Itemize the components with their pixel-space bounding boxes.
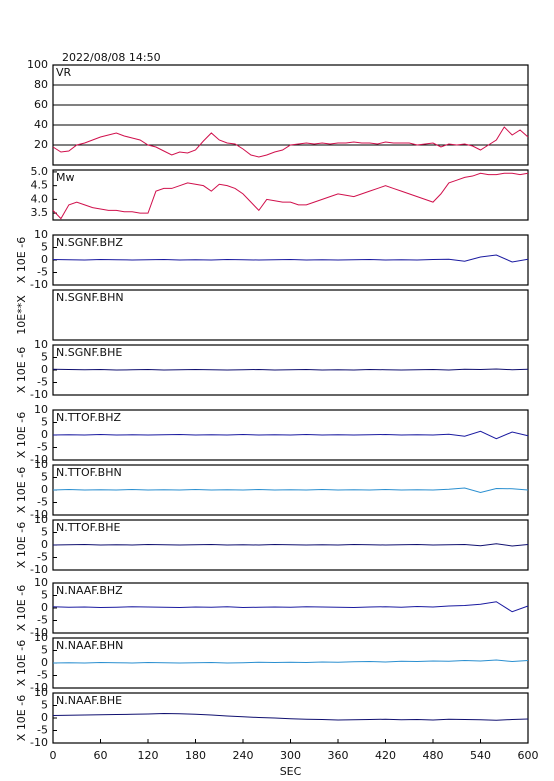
y-tick-label: 60 xyxy=(34,98,48,111)
x-tick-label: 180 xyxy=(185,749,206,762)
panel-frame xyxy=(52,289,529,341)
y-tick-label: 5 xyxy=(41,241,48,254)
y-tick-label: -10 xyxy=(30,736,48,749)
y-tick-label: -10 xyxy=(30,453,48,466)
panel-frame xyxy=(52,64,529,166)
y-tick-label: 5 xyxy=(41,699,48,712)
y-tick-label: 4.5 xyxy=(31,179,49,192)
y-tick-label: -10 xyxy=(30,508,48,521)
y-tick-label: 10 xyxy=(34,228,48,241)
y-tick-label: 0 xyxy=(41,483,48,496)
y-tick-label: 10 xyxy=(34,513,48,526)
y-tick-label: -5 xyxy=(37,376,48,389)
y-axis-label: X 10E -6 xyxy=(15,237,28,283)
y-tick-label: 40 xyxy=(34,118,48,131)
series-label: N.TTOF.BHN xyxy=(56,466,122,479)
series-line xyxy=(52,254,529,263)
series-line xyxy=(52,430,529,440)
y-tick-label: 0 xyxy=(41,538,48,551)
y-tick-label: -5 xyxy=(37,669,48,682)
series-line xyxy=(52,659,529,664)
y-tick-label: -5 xyxy=(37,614,48,627)
y-tick-label: 3.5 xyxy=(31,206,49,219)
series-label: N.NAAF.BHN xyxy=(56,639,123,652)
series-line xyxy=(52,126,529,158)
y-axis-label: X 10E -6 xyxy=(15,347,28,393)
series-label: N.NAAF.BHE xyxy=(56,694,122,707)
x-tick-label: 480 xyxy=(423,749,444,762)
series-label: VR xyxy=(56,66,72,79)
x-tick-label: 240 xyxy=(233,749,254,762)
x-tick-label: 120 xyxy=(138,749,159,762)
panel-frame xyxy=(52,692,529,744)
y-tick-label: 10 xyxy=(34,686,48,699)
y-tick-label: 5 xyxy=(41,589,48,602)
x-tick-label: 420 xyxy=(375,749,396,762)
series-line xyxy=(52,601,529,613)
y-tick-label: -5 xyxy=(37,266,48,279)
y-tick-label: 5 xyxy=(41,351,48,364)
x-tick-label: 0 xyxy=(50,749,57,762)
y-tick-label: -5 xyxy=(37,724,48,737)
y-tick-label: -10 xyxy=(30,278,48,291)
x-tick-label: 300 xyxy=(280,749,301,762)
y-axis-label: 10E**X xyxy=(15,295,28,335)
series-label: N.SGNF.BHN xyxy=(56,291,124,304)
y-axis-label: X 10E -6 xyxy=(15,585,28,631)
series-line xyxy=(52,487,529,494)
x-tick-label: 600 xyxy=(518,749,539,762)
y-axis-label: X 10E -6 xyxy=(15,695,28,741)
y-tick-label: -5 xyxy=(37,551,48,564)
series-label: N.TTOF.BHE xyxy=(56,521,121,534)
series-label: N.SGNF.BHE xyxy=(56,346,122,359)
series-line xyxy=(52,368,529,371)
panel-frame xyxy=(52,169,529,221)
y-tick-label: 10 xyxy=(34,458,48,471)
y-tick-label: 0 xyxy=(41,363,48,376)
y-axis-label: X 10E -6 xyxy=(15,412,28,458)
x-tick-label: 360 xyxy=(328,749,349,762)
panel-frame xyxy=(52,344,529,396)
y-tick-label: 5 xyxy=(41,416,48,429)
y-tick-label: 10 xyxy=(34,631,48,644)
y-tick-label: 10 xyxy=(34,403,48,416)
y-tick-label: 4.0 xyxy=(31,192,49,205)
y-tick-label: 20 xyxy=(34,138,48,151)
y-tick-label: 10 xyxy=(34,576,48,589)
y-tick-label: 5 xyxy=(41,644,48,657)
series-line xyxy=(52,543,529,547)
y-tick-label: -5 xyxy=(37,496,48,509)
y-axis-label: X 10E -6 xyxy=(15,640,28,686)
series-label: N.TTOF.BHZ xyxy=(56,411,122,424)
y-tick-label: 5 xyxy=(41,526,48,539)
y-tick-label: 0 xyxy=(41,601,48,614)
y-tick-label: -10 xyxy=(30,681,48,694)
series-line xyxy=(52,172,529,220)
y-tick-label: 0 xyxy=(41,428,48,441)
y-tick-label: 5.0 xyxy=(31,165,49,178)
y-tick-label: -5 xyxy=(37,441,48,454)
y-tick-label: 80 xyxy=(34,78,48,91)
y-tick-label: -10 xyxy=(30,563,48,576)
series-label: N.NAAF.BHZ xyxy=(56,584,123,597)
y-axis-label: X 10E -6 xyxy=(15,522,28,568)
y-tick-label: 100 xyxy=(27,58,48,71)
series-label: N.SGNF.BHZ xyxy=(56,236,123,249)
panel-frame xyxy=(52,582,529,634)
series-label: Mw xyxy=(56,171,75,184)
y-tick-label: 0 xyxy=(41,656,48,669)
chart-title: 2022/08/08 14:50 xyxy=(62,51,161,64)
y-tick-label: 10 xyxy=(34,338,48,351)
y-tick-label: 0 xyxy=(41,711,48,724)
y-tick-label: 5 xyxy=(41,471,48,484)
y-tick-label: 0 xyxy=(41,253,48,266)
y-tick-label: -10 xyxy=(30,626,48,639)
x-tick-label: 540 xyxy=(470,749,491,762)
x-axis-label: SEC xyxy=(280,765,302,778)
y-axis-label: X 10E -6 xyxy=(15,467,28,513)
y-tick-label: -10 xyxy=(30,388,48,401)
x-tick-label: 60 xyxy=(94,749,108,762)
series-line xyxy=(52,712,529,721)
